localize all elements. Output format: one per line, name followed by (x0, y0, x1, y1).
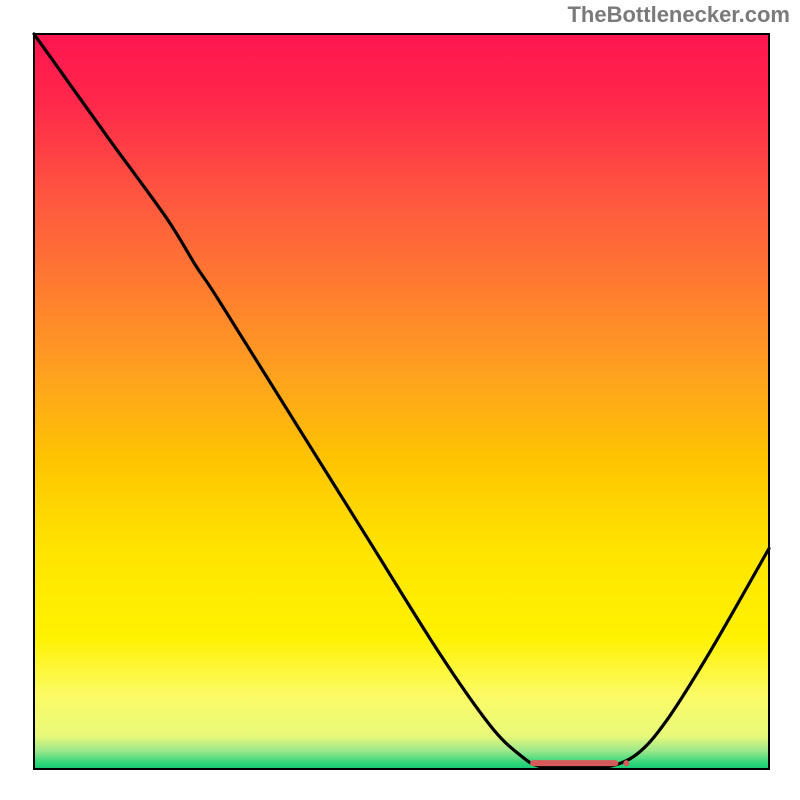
trough-marker (530, 760, 629, 766)
watermark-text: TheBottlenecker.com (567, 2, 790, 28)
bottleneck-curve-chart (0, 0, 800, 800)
gradient-background (34, 34, 769, 769)
